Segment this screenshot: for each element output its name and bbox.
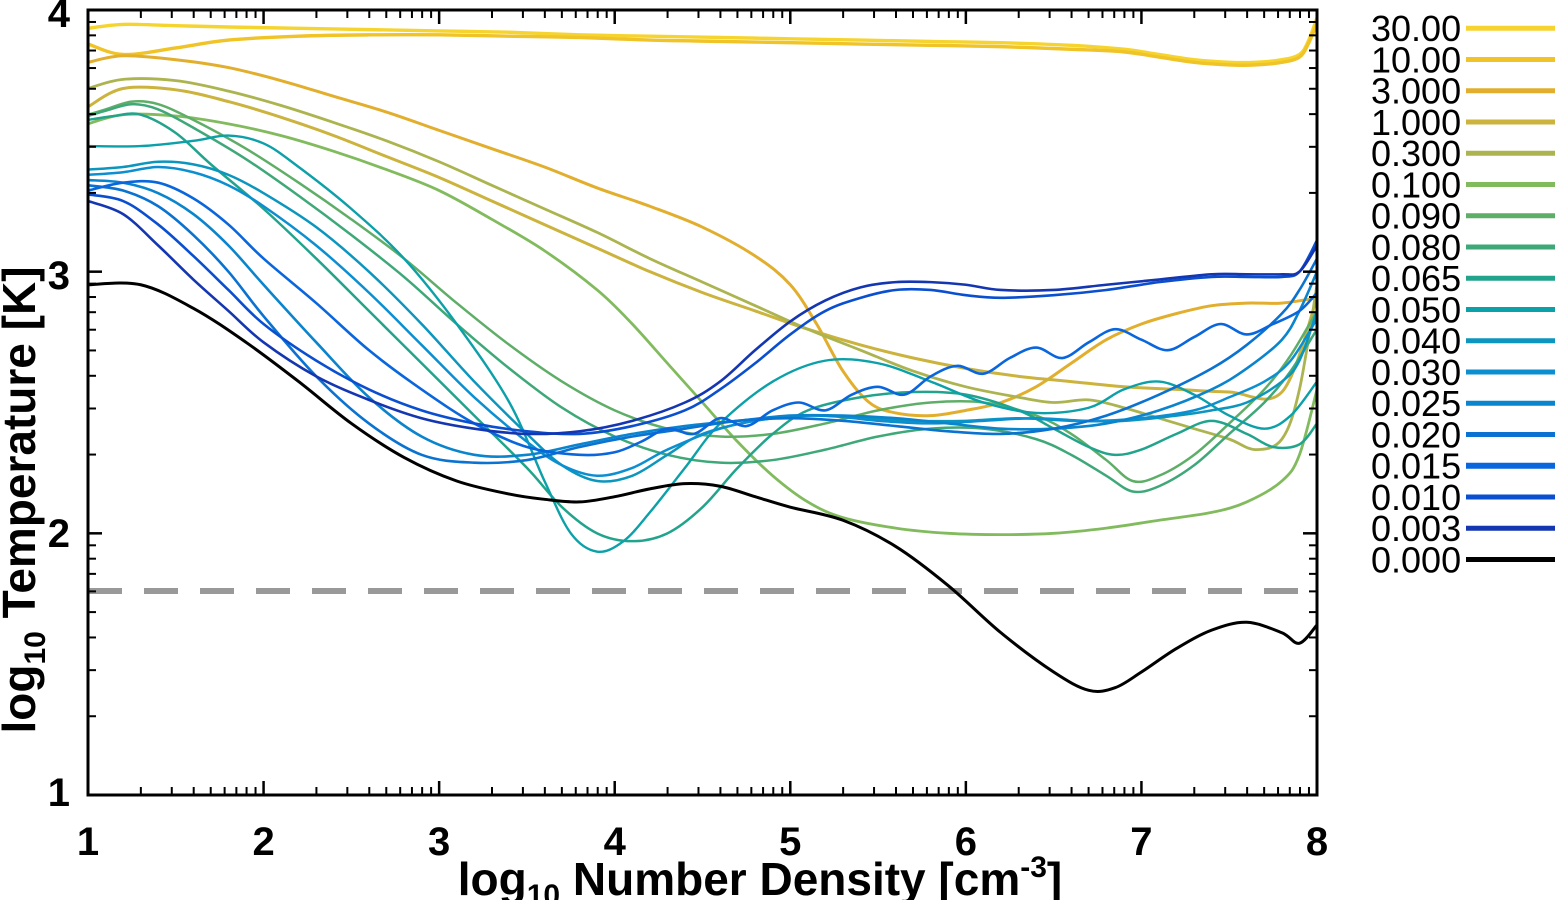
svg-text:log10 Number Density [cm-3]: log10 Number Density [cm-3] bbox=[458, 851, 1063, 900]
svg-text:2: 2 bbox=[48, 512, 70, 556]
svg-text:8: 8 bbox=[1306, 820, 1328, 864]
svg-text:2: 2 bbox=[252, 820, 274, 864]
svg-text:3: 3 bbox=[428, 820, 450, 864]
svg-text:1: 1 bbox=[48, 771, 70, 815]
svg-text:7: 7 bbox=[1130, 820, 1152, 864]
svg-text:4: 4 bbox=[48, 0, 71, 36]
svg-text:3: 3 bbox=[48, 254, 70, 298]
svg-text:log10 Temperature [K]: log10 Temperature [K] bbox=[0, 266, 52, 733]
svg-text:1: 1 bbox=[77, 820, 99, 864]
svg-text:0.000: 0.000 bbox=[1371, 540, 1461, 581]
